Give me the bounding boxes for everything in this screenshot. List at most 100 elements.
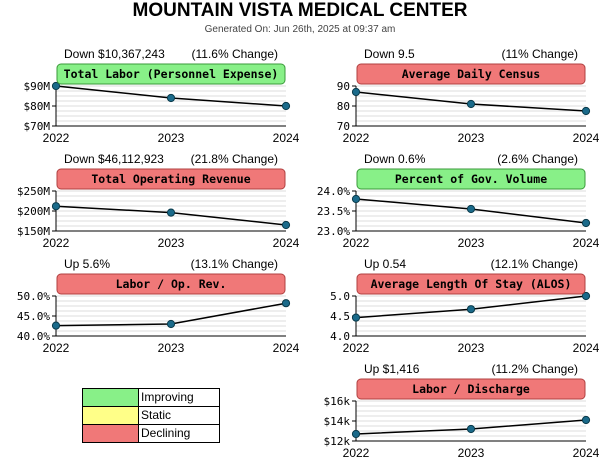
x-tick-label: 2022 [43,236,70,250]
legend-swatch-declining [83,425,139,442]
chart-title: Average Daily Census [402,67,540,81]
chart-title-banner [356,63,586,85]
legend-swatch-static [83,407,139,424]
legend-label-static: Static [141,408,172,422]
data-point [581,218,591,228]
y-tick-label: $16k [324,395,351,408]
y-tick-label: 5.0 [330,290,350,303]
change-amount: Down $46,112,923 [64,152,164,166]
legend-row-improving: Improving [83,389,219,407]
x-tick-label: 2023 [158,236,185,250]
x-tick-label: 2024 [573,446,600,460]
x-tick-label: 2023 [458,446,485,460]
data-point [281,101,291,111]
page-title: MOUNTAIN VISTA MEDICAL CENTER [132,0,468,21]
y-tick-label: 45.0% [17,310,50,323]
data-point [51,321,61,330]
change-amount: Up 0.54 [364,257,406,271]
chart-title-banner [56,273,286,295]
x-tick-label: 2022 [43,341,70,355]
y-tick-label: $90M [24,80,51,93]
legend-row-declining: Declining [83,425,219,442]
change-percent: (13.1% Change) [191,257,278,271]
chart-panel-6: Up 0.54 (12.1% Change) 4.0 4.5 5.0 2022 2023 20… [330,257,600,355]
chart-title-banner [56,63,286,85]
y-tick-label: $14k [324,415,351,428]
change-percent: (11.6% Change) [192,47,279,61]
x-tick-label: 2023 [458,341,485,355]
legend-label-improving: Improving [141,390,194,404]
data-point [281,220,291,230]
x-tick-label: 2024 [273,236,300,250]
chart-panel-2: Down 9.5 (11% Change) 70 80 90 2022 2023 2024 Av… [337,47,600,145]
chart-title-banner [56,168,286,190]
change-amount: Up 5.6% [64,257,110,271]
chart-panel-5: Up 5.6% (13.1% Change) 40.0% 45.0% 50.0% 2022… [17,257,300,355]
y-tick-label: 40.0% [17,330,50,343]
y-tick-label: 50.0% [17,290,50,303]
x-tick-label: 2022 [43,131,70,145]
data-point [351,429,361,439]
y-tick-label: 80 [337,100,350,113]
data-point [466,99,476,109]
x-tick-label: 2022 [343,446,370,460]
x-tick-label: 2023 [458,131,485,145]
data-point [581,415,591,425]
y-tick-label: 70 [337,120,350,133]
y-tick-label: $200M [17,205,50,218]
y-tick-label: 24.0% [317,185,350,198]
x-tick-label: 2023 [458,236,485,250]
change-amount: Down 0.6% [364,152,426,166]
y-tick-label: 90 [337,80,350,93]
data-point [166,319,176,329]
data-point [351,313,361,322]
generated-timestamp: Generated On: Jun 26th, 2025 at 09:37 am [204,24,396,35]
x-tick-label: 2024 [573,341,600,355]
data-point [51,202,61,211]
chart-panel-7: Up $1,416 (11.2% Change) $12k $14k $16k 2022 2… [324,362,600,460]
change-percent: (11% Change) [502,47,579,61]
chart-title: Average Length Of Stay (ALOS) [371,277,572,291]
y-tick-label: 23.0% [317,225,350,238]
data-point [466,424,476,434]
data-point [166,93,176,103]
change-percent: (12.1% Change) [491,257,578,271]
data-point [466,204,476,214]
chart-title-banner [356,273,586,295]
legend-row-static: Static [83,407,219,425]
change-amount: Down 9.5 [364,47,415,61]
x-tick-label: 2023 [158,341,185,355]
y-tick-label: $150M [17,225,50,238]
x-tick-label: 2023 [158,131,185,145]
data-point [51,81,61,91]
y-tick-label: $12k [324,435,351,448]
change-percent: (21.8% Change) [191,152,278,166]
x-tick-label: 2024 [273,341,300,355]
status-legend: Improving Static Declining [82,388,220,443]
chart-title-banner [356,378,586,400]
data-point [351,87,361,97]
y-tick-label: $80M [24,100,51,113]
chart-panel-1: Down $10,367,243 (11.6% Change) $70M $80M $9… [24,47,300,145]
x-tick-label: 2022 [343,236,370,250]
data-point [166,208,176,217]
y-tick-label: $70M [24,120,51,133]
y-tick-label: 4.0 [330,330,350,343]
x-tick-label: 2024 [273,131,300,145]
x-tick-label: 2022 [343,341,370,355]
chart-panel-4: Down 0.6% (2.6% Change) 23.0% 23.5% 24.0% 202… [317,152,600,250]
chart-panel-3: Down $46,112,923 (21.8% Change) $150M $200M… [17,152,300,250]
data-point [581,106,591,116]
x-tick-label: 2024 [573,131,600,145]
chart-title: Labor / Op. Rev. [116,277,227,291]
chart-title: Total Labor (Personnel Expense) [64,67,279,81]
legend-swatch-improving [83,389,139,406]
change-amount: Down $10,367,243 [64,47,165,61]
change-percent: (11.2% Change) [492,362,579,376]
data-point [466,305,476,314]
data-point [581,291,591,301]
chart-title: Labor / Discharge [412,382,530,396]
change-percent: (2.6% Change) [497,152,578,166]
y-tick-label: 23.5% [317,205,350,218]
